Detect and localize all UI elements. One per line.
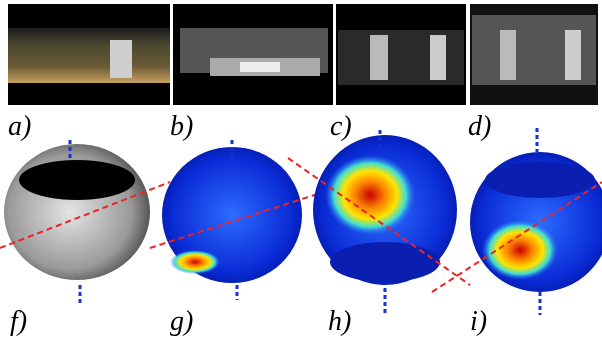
panel-c-image — [336, 4, 466, 105]
sphere-g — [150, 140, 330, 300]
panel-label: c) — [330, 111, 352, 142]
panel-label: b) — [170, 111, 193, 142]
sphere-h — [288, 130, 470, 315]
sphere-i — [432, 128, 602, 315]
figure: a) b) c) d) f) g) h) i) — [0, 0, 602, 339]
panel-label: g) — [170, 306, 193, 337]
sphere-f — [0, 140, 170, 305]
panel-label: a) — [8, 111, 31, 142]
panel-b-image — [173, 4, 333, 105]
panel-label: f) — [10, 306, 27, 337]
panel-label: d) — [468, 111, 491, 142]
panel-d-image — [470, 4, 598, 105]
panel-label: h) — [328, 306, 351, 337]
panel-label: i) — [470, 306, 487, 337]
panel-a-image — [8, 4, 170, 105]
